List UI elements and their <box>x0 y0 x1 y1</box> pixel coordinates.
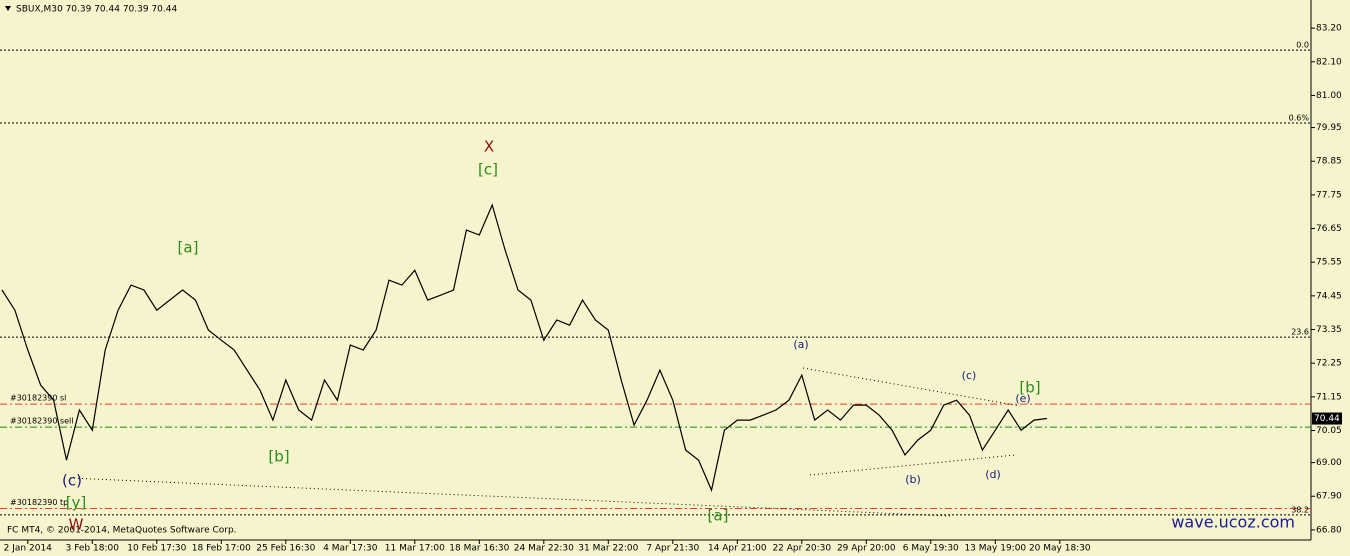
wave-label: W <box>69 516 84 534</box>
y-tick-label: 66.80 <box>1316 525 1342 535</box>
y-tick-label: 67.90 <box>1316 492 1342 502</box>
y-tick-label: 82.10 <box>1316 57 1342 67</box>
price-line <box>1 203 1047 493</box>
wave-label: [b] <box>1019 379 1040 397</box>
wave-label: X <box>484 138 494 156</box>
x-tick-label: 6 May 19:30 <box>903 544 959 554</box>
x-tick-label: 18 Feb 17:00 <box>192 544 251 554</box>
y-tick-label: 78.85 <box>1316 157 1342 167</box>
x-tick-label: 10 Feb 17:30 <box>127 544 186 554</box>
y-tick-label: 79.95 <box>1316 123 1342 133</box>
y-tick-label: 77.75 <box>1316 190 1342 200</box>
order-label: #30182390 sell <box>10 417 74 426</box>
y-tick-label: 69.00 <box>1316 458 1342 468</box>
x-tick-label: 11 Mar 17:00 <box>385 544 445 554</box>
y-tick-label: 71.15 <box>1316 392 1342 402</box>
fib-level-label: 23.6 <box>1291 328 1309 337</box>
wave-label: (c) <box>62 472 82 490</box>
x-tick-label: 24 Mar 22:30 <box>514 544 574 554</box>
x-tick-label: 3 Feb 18:00 <box>66 544 120 554</box>
wave-label: (d) <box>985 468 1001 481</box>
wave-label: (e) <box>1015 392 1030 405</box>
fib-level-label: 0.6% <box>1289 113 1310 122</box>
trendline <box>69 477 951 517</box>
wave-label: (c) <box>962 369 977 382</box>
x-tick-label: 31 Mar 22:00 <box>578 544 638 554</box>
y-tick-label: 73.35 <box>1316 325 1342 335</box>
wave-label: [c] <box>478 161 498 179</box>
order-label: #30182390 tp <box>10 498 68 507</box>
y-tick-label: 70.05 <box>1316 426 1342 436</box>
x-tick-label: 29 Apr 20:00 <box>837 544 896 554</box>
fib-level-label: 0.0 <box>1296 41 1309 50</box>
y-tick-label: 75.55 <box>1316 258 1342 268</box>
wave-label: [y] <box>66 494 87 512</box>
wave-label: (b) <box>905 473 921 486</box>
x-tick-label: 7 Apr 21:30 <box>646 544 699 554</box>
x-tick-label: 25 Feb 16:30 <box>256 544 315 554</box>
y-tick-label: 83.20 <box>1316 24 1342 34</box>
y-tick-label: 76.65 <box>1316 224 1342 234</box>
footer: FC MT4, © 2001-2014, MetaQuotes Software… <box>7 526 237 536</box>
wave-label: [a] <box>708 507 729 525</box>
x-tick-label: 2 Jan 2014 <box>4 544 52 554</box>
x-tick-label: 4 Mar 17:30 <box>323 544 378 554</box>
chart-title: SBUX,M30 70.39 70.44 70.39 70.44 <box>16 5 177 15</box>
x-tick-label: 18 Mar 16:30 <box>449 544 509 554</box>
y-tick-label: 81.00 <box>1316 91 1342 101</box>
x-tick-label: 22 Apr 20:30 <box>772 544 831 554</box>
current-price-box <box>1312 412 1342 425</box>
wave-label: [a] <box>178 239 199 257</box>
wave-label: [b] <box>268 448 289 466</box>
order-label: #30182390 sl <box>10 394 66 403</box>
wave-label: (a) <box>793 338 808 351</box>
y-tick-label: 72.25 <box>1316 359 1342 369</box>
x-tick-label: 20 May 18:30 <box>1029 544 1091 554</box>
fib-level-label: 38.2 <box>1291 505 1309 514</box>
trendline <box>802 367 1021 407</box>
x-tick-label: 13 May 19:00 <box>964 544 1026 554</box>
watermark: wave.ucoz.com <box>1171 513 1295 532</box>
current-price-label: 70.44 <box>1314 414 1340 424</box>
x-tick-label: 14 Apr 21:00 <box>708 544 767 554</box>
menu-triangle[interactable] <box>5 6 11 11</box>
y-tick-label: 74.45 <box>1316 291 1342 301</box>
